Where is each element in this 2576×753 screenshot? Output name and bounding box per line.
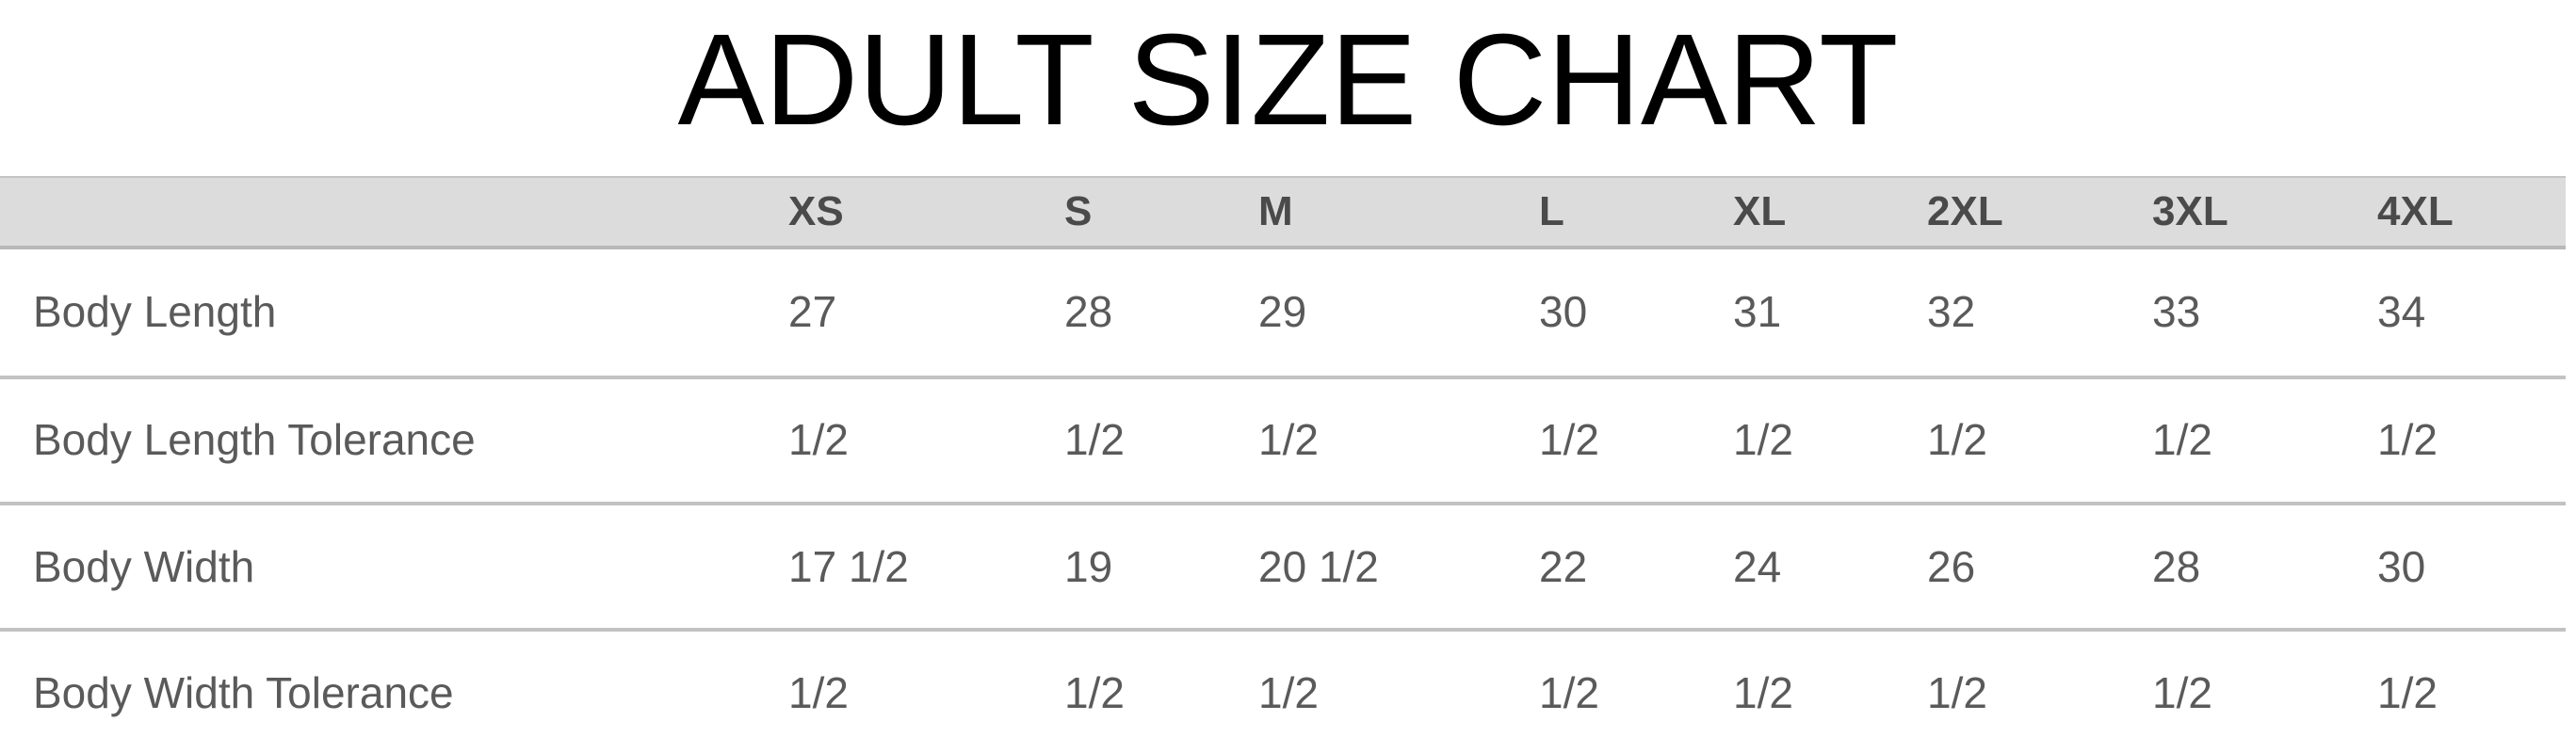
row-divider xyxy=(0,628,2566,632)
table-cell: 1/2 xyxy=(1733,668,1793,717)
size-header-row: XS S M L XL 2XL 3XL 4XL xyxy=(0,176,2566,249)
table-cell: 30 xyxy=(2377,542,2426,591)
table-cell: 20 1/2 xyxy=(1258,542,1379,591)
page-title: ADULT SIZE CHART xyxy=(677,8,1899,152)
table-cell: 27 xyxy=(788,287,837,336)
column-header-xl: XL xyxy=(1733,188,1787,234)
table-cell: 28 xyxy=(1064,287,1113,336)
table-cell: 17 1/2 xyxy=(788,542,909,591)
table-cell: 1/2 xyxy=(2377,668,2438,717)
table-cell: 26 xyxy=(1927,542,1976,591)
row-label: Body Width xyxy=(33,542,255,591)
row-label: Body Length xyxy=(33,287,277,336)
table-cell: 1/2 xyxy=(1927,668,1987,717)
table-cell: 33 xyxy=(2152,287,2201,336)
table-cell: 32 xyxy=(1927,287,1976,336)
table-cell: 1/2 xyxy=(1064,415,1125,464)
table-cell: 22 xyxy=(1539,542,1588,591)
column-header-m: M xyxy=(1258,188,1293,234)
table-cell: 30 xyxy=(1539,287,1588,336)
column-header-2xl: 2XL xyxy=(1927,188,2003,234)
table-cell: 34 xyxy=(2377,287,2426,336)
table-cell: 19 xyxy=(1064,542,1113,591)
row-divider xyxy=(0,502,2566,505)
table-cell: 1/2 xyxy=(1539,415,1599,464)
row-label: Body Length Tolerance xyxy=(33,415,476,464)
table-cell: 1/2 xyxy=(2377,415,2438,464)
table-cell: 1/2 xyxy=(2152,415,2212,464)
table-cell: 1/2 xyxy=(1258,668,1319,717)
table-cell: 1/2 xyxy=(2152,668,2212,717)
row-divider xyxy=(0,376,2566,379)
column-header-3xl: 3XL xyxy=(2152,188,2228,234)
table-cell: 1/2 xyxy=(1927,415,1987,464)
column-header-s: S xyxy=(1064,188,1093,234)
table-cell: 28 xyxy=(2152,542,2201,591)
table-cell: 31 xyxy=(1733,287,1782,336)
table-cell: 1/2 xyxy=(1064,668,1125,717)
table-cell: 1/2 xyxy=(788,668,849,717)
column-header-xs: XS xyxy=(788,188,844,234)
column-header-l: L xyxy=(1539,188,1564,234)
table-cell: 29 xyxy=(1258,287,1307,336)
row-label: Body Width Tolerance xyxy=(33,668,454,717)
table-cell: 1/2 xyxy=(1733,415,1793,464)
table-cell: 1/2 xyxy=(788,415,849,464)
table-cell: 1/2 xyxy=(1539,668,1599,717)
column-header-4xl: 4XL xyxy=(2377,188,2454,234)
table-cell: 24 xyxy=(1733,542,1782,591)
table-cell: 1/2 xyxy=(1258,415,1319,464)
